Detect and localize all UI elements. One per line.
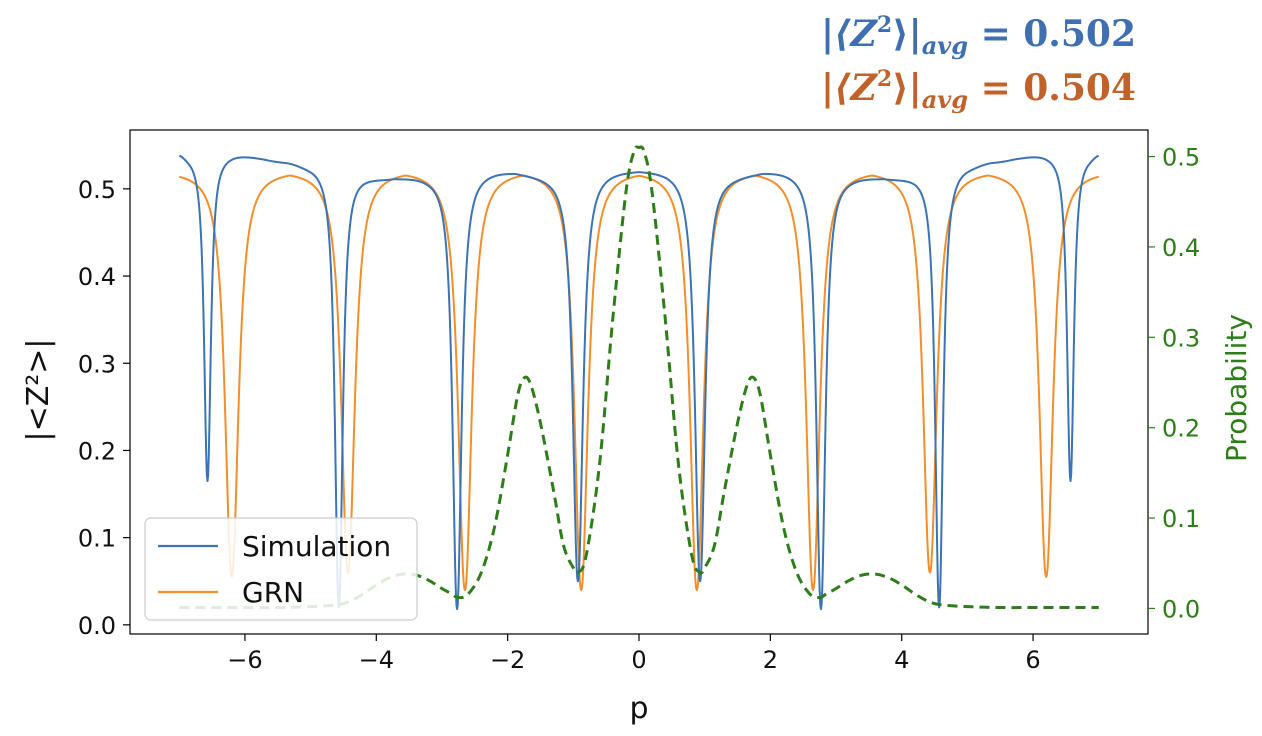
simulation-avg-sub: avg bbox=[922, 31, 968, 60]
y-right-tick-label: 0.2 bbox=[1162, 415, 1200, 443]
y-right-tick-label: 0.0 bbox=[1162, 595, 1200, 623]
x-tick-label: −6 bbox=[227, 646, 262, 674]
y-tick-label: 0.4 bbox=[78, 263, 116, 291]
annotations-svg: |⟨Z2⟩|avg = 0.502 |⟨Z2⟩|avg = 0.504 bbox=[821, 12, 1136, 114]
x-axis-title: p bbox=[629, 691, 648, 726]
x-ticks: −6 −4 −2 0 2 4 6 bbox=[227, 634, 1041, 674]
plot-lines bbox=[178, 145, 1100, 611]
y-tick-label: 0.5 bbox=[78, 176, 116, 204]
y-right-tick-label: 0.5 bbox=[1162, 144, 1200, 172]
x-tick-label: 6 bbox=[1025, 646, 1040, 674]
y-axis-title: |<Z²>| bbox=[21, 338, 56, 441]
x-tick-label: −4 bbox=[359, 646, 394, 674]
simulation-avg-suffix: ⟩| bbox=[892, 13, 922, 55]
y-tick-label: 0.2 bbox=[78, 437, 116, 465]
grn-avg-annotation: |⟨Z2⟩|avg = 0.504 bbox=[821, 66, 1136, 114]
simulation-avg-sup: 2 bbox=[877, 12, 892, 38]
x-tick-label: 0 bbox=[631, 646, 646, 674]
legend: Simulation GRN bbox=[144, 517, 418, 621]
x-tick-label: 2 bbox=[763, 646, 778, 674]
y-tick-label: 0.1 bbox=[78, 525, 116, 553]
annotations: |⟨Z2⟩|avg = 0.502 |⟨Z2⟩|avg = 0.504 bbox=[0, 0, 1262, 120]
simulation-avg-value: = 0.502 bbox=[968, 13, 1136, 55]
y-ticks: 0.0 0.1 0.2 0.3 0.4 0.5 bbox=[78, 176, 130, 640]
y-axis-title-right: Probability bbox=[1220, 314, 1253, 462]
series-line-grn bbox=[178, 174, 1100, 591]
grn-avg-sub: avg bbox=[922, 85, 968, 114]
grn-avg-prefix: |⟨Z bbox=[821, 67, 879, 109]
y-right-tick-label: 0.4 bbox=[1162, 234, 1200, 262]
grn-avg-sup: 2 bbox=[877, 66, 892, 92]
y-tick-label: 0.3 bbox=[78, 350, 116, 378]
series-line-simulation bbox=[178, 154, 1100, 611]
y-right-tick-label: 0.1 bbox=[1162, 505, 1200, 533]
grn-avg-suffix: ⟩| bbox=[892, 67, 922, 109]
legend-label-simulation: Simulation bbox=[242, 530, 391, 563]
series-line-probability bbox=[179, 145, 1099, 610]
legend-box bbox=[144, 517, 418, 621]
x-tick-label: −2 bbox=[490, 646, 525, 674]
simulation-avg-annotation: |⟨Z2⟩|avg = 0.502 bbox=[821, 12, 1136, 60]
simulation-avg-prefix: |⟨Z bbox=[821, 13, 879, 55]
y-ticks-right: 0.0 0.1 0.2 0.3 0.4 0.5 bbox=[1148, 144, 1200, 623]
y-right-tick-label: 0.3 bbox=[1162, 324, 1200, 352]
legend-label-grn: GRN bbox=[242, 576, 304, 609]
grn-avg-value: = 0.504 bbox=[968, 67, 1136, 109]
y-tick-label: 0.0 bbox=[78, 612, 116, 640]
x-tick-label: 4 bbox=[894, 646, 909, 674]
